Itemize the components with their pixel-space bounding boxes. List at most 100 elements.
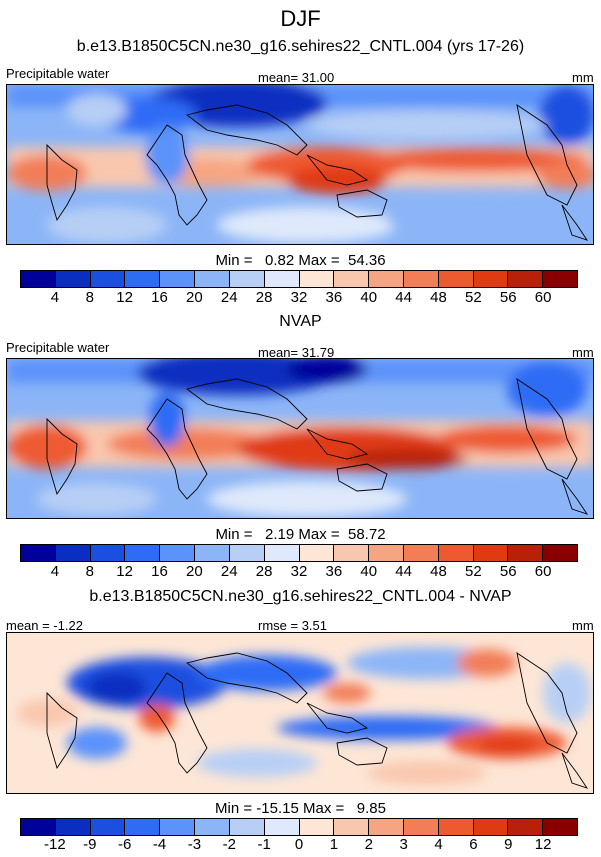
colorbar-tick-label: 60 (534, 289, 552, 306)
panel-2-center-label: mean= 31.79 (258, 345, 335, 360)
colorbar-tick-label: 52 (465, 563, 482, 580)
colorbar-swatch (55, 545, 91, 561)
colorbar-tick-label: 48 (430, 563, 447, 580)
colorbar-tick-label: 1 (329, 836, 339, 853)
colorbar-swatch (125, 819, 161, 835)
colorbar-tick-label: 40 (360, 289, 378, 306)
colorbar-swatch (369, 271, 404, 287)
panel-2-subtitle: NVAP (279, 313, 322, 330)
colorbar-swatch (264, 819, 300, 835)
colorbar-swatch (334, 271, 370, 287)
colorbar-tick-label: 52 (465, 289, 482, 306)
panel-3-map (6, 632, 594, 794)
colorbar-swatch (90, 819, 126, 835)
page-title: DJF (280, 6, 321, 31)
colorbar-tick-label: 28 (255, 563, 273, 580)
colorbar-tick-label: -9 (83, 836, 97, 853)
colorbar-swatch (473, 545, 509, 561)
panel-1-units: mm (572, 70, 594, 85)
colorbar-swatch (264, 271, 300, 287)
colorbar-tick-label: -4 (152, 836, 167, 853)
colorbar-swatch (508, 819, 544, 835)
colorbar-tick-label: 16 (151, 563, 168, 580)
colorbar-tick-label: 40 (360, 563, 378, 580)
colorbar-tick-label: 24 (220, 563, 238, 580)
colorbar-swatch (90, 545, 126, 561)
panel-1-left-label: Precipitable water (6, 66, 110, 81)
colorbar-swatch (229, 819, 265, 835)
colorbar-tick-label: 16 (151, 289, 168, 306)
colorbar-tick-label: 56 (499, 289, 517, 306)
panel-1-center-label: mean= 31.00 (258, 70, 335, 85)
colorbar-swatch (543, 819, 577, 835)
panel-3-left-label: mean = -1.22 (6, 618, 83, 633)
colorbar-swatch (543, 545, 577, 561)
colorbar-swatch (160, 545, 196, 561)
colorbar-swatch (299, 819, 335, 835)
colorbar-tick-label: 8 (85, 289, 94, 306)
colorbar-tick-label: 24 (220, 289, 238, 306)
colorbar-swatch (299, 271, 335, 287)
colorbar-swatch (21, 545, 56, 561)
colorbar-swatch (438, 819, 474, 835)
colorbar-tick-label: 12 (116, 563, 133, 580)
colorbar-tick-label: -2 (222, 836, 236, 853)
panel-3-subtitle: b.e13.B1850C5CN.ne30_g16.sehires22_CNTL.… (89, 588, 512, 605)
colorbar-swatch (369, 545, 404, 561)
colorbar-swatch (403, 271, 439, 287)
colorbar-swatch (543, 271, 577, 287)
colorbar-tick-label: 20 (186, 563, 203, 580)
colorbar-swatch (125, 271, 161, 287)
colorbar-swatch (473, 819, 509, 835)
colorbar-swatch (21, 271, 56, 287)
panel-2-map (6, 358, 594, 519)
colorbar-swatch (160, 271, 196, 287)
panel-3-center-label: rmse = 3.51 (258, 618, 328, 633)
colorbar-tick-label: 32 (290, 563, 308, 580)
colorbar-tick-label: -3 (187, 836, 202, 853)
panel-3-units: mm (572, 618, 594, 633)
panel-1-colorbar-ticks: 4 8 12 16 20 24 28 32 36 40 44 48 52 56 60 (20, 289, 578, 307)
colorbar-tick-label: 44 (395, 563, 412, 580)
panel-2-units: mm (572, 345, 594, 360)
colorbar-swatch (264, 545, 300, 561)
colorbar-swatch (438, 545, 474, 561)
panel-1-colorbar (20, 270, 578, 288)
colorbar-swatch (403, 819, 439, 835)
panel-3-minmax: Min = -15.15 Max = 9.85 (215, 800, 386, 817)
colorbar-tick-label: -1 (257, 836, 271, 853)
colorbar-swatch (508, 271, 544, 287)
colorbar-swatch (21, 819, 56, 835)
colorbar-tick-label: 4 (50, 563, 60, 580)
colorbar-tick-label: 4 (50, 289, 60, 306)
panel-3-colorbar (20, 818, 578, 836)
colorbar-tick-label: 0 (294, 836, 304, 853)
colorbar-swatch (438, 271, 474, 287)
panel-1-subtitle: b.e13.B1850C5CN.ne30_g16.sehires22_CNTL.… (76, 38, 525, 55)
colorbar-swatch (334, 819, 370, 835)
colorbar-swatch (229, 545, 265, 561)
panel-2-minmax: Min = 2.19 Max = 58.72 (215, 526, 386, 543)
colorbar-tick-label: -12 (44, 836, 66, 853)
colorbar-swatch (299, 545, 335, 561)
colorbar-tick-label: 12 (116, 289, 133, 306)
colorbar-tick-label: 12 (534, 836, 552, 853)
colorbar-tick-label: -6 (117, 836, 132, 853)
colorbar-swatch (55, 271, 91, 287)
panel-3-colorbar-ticks: -12 -9 -6 -4 -3 -2 -1 0 1 2 3 4 6 9 12 (20, 836, 578, 854)
colorbar-tick-label: 8 (85, 563, 94, 580)
colorbar-swatch (403, 545, 439, 561)
colorbar-swatch (473, 271, 509, 287)
colorbar-swatch (160, 819, 196, 835)
colorbar-swatch (369, 819, 404, 835)
colorbar-tick-label: 32 (290, 289, 308, 306)
colorbar-tick-label: 2 (364, 836, 373, 853)
colorbar-tick-label: 20 (186, 289, 203, 306)
panel-2-colorbar-ticks: 4 8 12 16 20 24 28 32 36 40 44 48 52 56 60 (20, 563, 578, 581)
colorbar-tick-label: 60 (534, 563, 552, 580)
colorbar-swatch (195, 545, 230, 561)
colorbar-swatch (195, 271, 230, 287)
colorbar-swatch (90, 271, 126, 287)
colorbar-tick-label: 28 (255, 289, 273, 306)
colorbar-tick-label: 3 (399, 836, 408, 853)
